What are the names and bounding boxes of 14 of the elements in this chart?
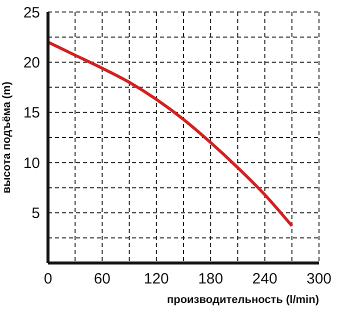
- x-tick-label: 180: [198, 270, 224, 288]
- x-tick-label: 120: [144, 270, 169, 288]
- y-tick-label: 15: [23, 104, 40, 122]
- y-tick-label: 5: [32, 205, 40, 222]
- line-series: [48, 40, 294, 228]
- x-tick-label: 240: [252, 270, 278, 288]
- y-tick-label: 25: [23, 4, 40, 22]
- x-tick-label: 0: [44, 270, 52, 288]
- x-axis-title: производительность (l/min): [166, 294, 320, 306]
- y-axis-title: высота подъёма (m): [0, 81, 13, 194]
- x-tick-label: 300: [306, 270, 332, 288]
- y-tick-label: 10: [23, 154, 40, 172]
- x-tick-label: 60: [94, 270, 111, 288]
- y-tick-label: 20: [23, 54, 40, 72]
